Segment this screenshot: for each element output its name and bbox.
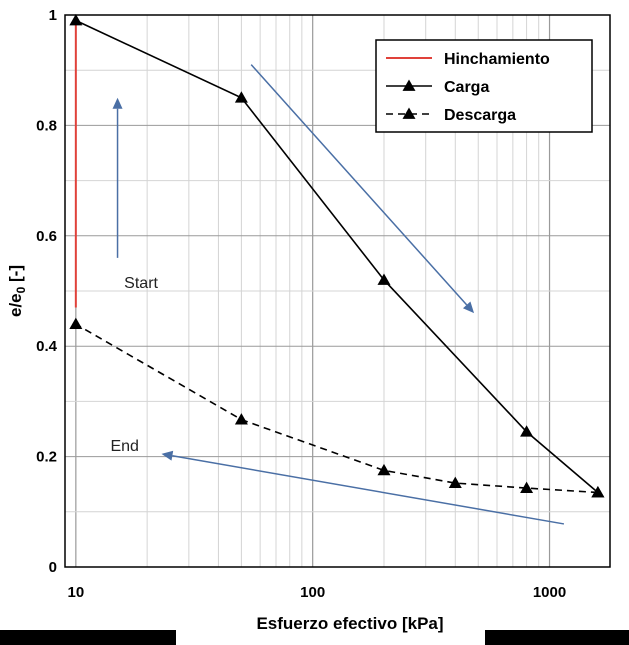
x-tick-label: 1000 (533, 584, 566, 601)
annotations: Start End (110, 275, 158, 455)
data-point-marker (234, 91, 248, 103)
legend-label: Carga (444, 79, 489, 96)
legend-entry-descarga: Descarga (386, 107, 516, 124)
series-layer (69, 14, 605, 498)
plot-frame (64, 14, 611, 568)
y-tick-label: 0.8 (36, 117, 57, 134)
x-tick-label: 10 (67, 584, 84, 601)
annotation-start: Start (124, 275, 158, 292)
x-tick-label: 100 (300, 584, 325, 601)
black-bar-right (485, 630, 629, 645)
y-tick-label: 1 (49, 7, 57, 24)
arrow-shaft (172, 454, 565, 525)
y-axis-title-unit: [-] (6, 265, 25, 287)
legend-entry-hinchamiento: Hinchamiento (386, 51, 550, 68)
data-point-marker (520, 425, 534, 437)
data-point-marker (402, 79, 416, 91)
data-point-marker (520, 481, 534, 493)
legend-label: Hinchamiento (444, 51, 550, 68)
legend-entry-carga: Carga (386, 79, 489, 96)
legend-label: Descarga (444, 107, 516, 124)
arrow-head (112, 97, 123, 109)
x-axis-title: Esfuerzo efectivo [kPa] (256, 614, 443, 633)
arrow-shaft (250, 64, 468, 306)
data-point-marker (234, 413, 248, 425)
x-tick-labels: 10 100 1000 (67, 584, 566, 601)
series-descarga (69, 317, 605, 498)
data-point-marker (377, 463, 391, 476)
data-point-marker (377, 273, 391, 285)
y-tick-label: 0.2 (36, 449, 57, 466)
arrow-head (161, 450, 174, 461)
data-point-marker (448, 476, 462, 488)
data-point-marker (591, 485, 605, 498)
annotation-end: End (110, 438, 138, 455)
arrow-head (462, 301, 475, 314)
legend: Hinchamiento Carga Descarga (375, 39, 593, 133)
arrow (161, 450, 565, 525)
y-tick-label: 0.4 (36, 338, 58, 355)
y-tick-label: 0.6 (36, 228, 57, 245)
y-axis-title-subscript: 0 (14, 286, 28, 293)
data-point-marker (69, 317, 83, 329)
y-axis-title: e/e0 [-] (6, 265, 28, 317)
y-tick-labels: 0 0.2 0.4 0.6 0.8 1 (36, 7, 58, 576)
arrow (112, 97, 123, 258)
data-point-marker (402, 107, 416, 119)
y-axis-title-main: e/e (6, 293, 25, 317)
y-tick-label: 0 (49, 559, 57, 576)
arrow (250, 64, 475, 314)
data-point-marker (69, 14, 83, 26)
series-line (75, 323, 598, 494)
black-bar-left (0, 630, 176, 645)
arrows-layer (112, 64, 565, 525)
